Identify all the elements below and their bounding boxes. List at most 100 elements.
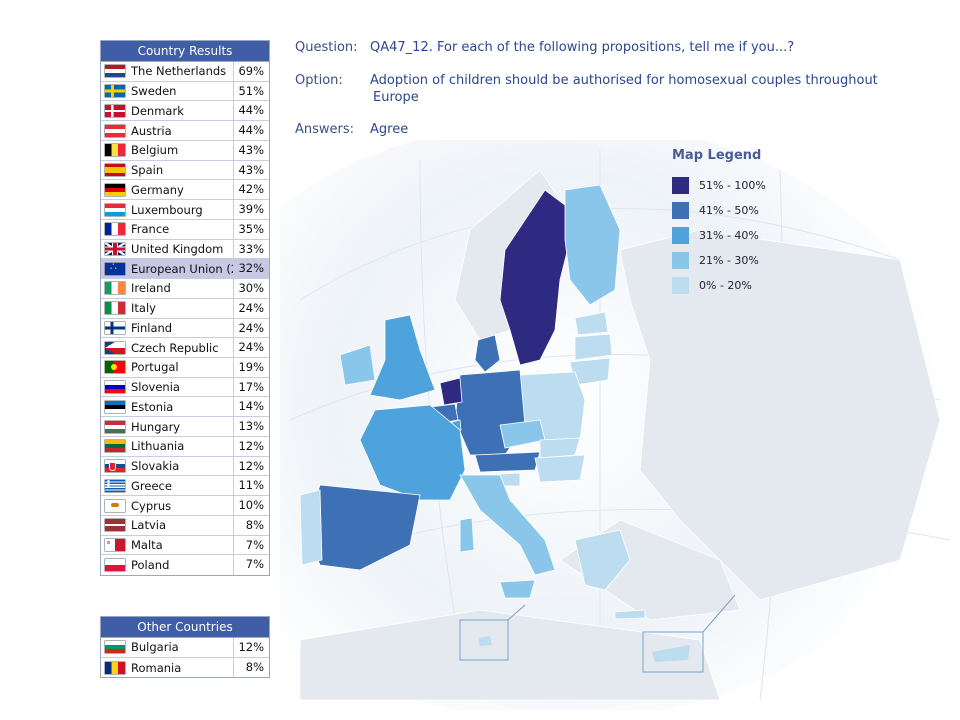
country-name: Luxembourg — [131, 202, 203, 217]
country-percentage: 14% — [233, 397, 269, 417]
country-percentage: 44% — [233, 101, 269, 121]
result-row-malta: Malta 7% — [101, 535, 269, 556]
country-name: European Union (25) — [131, 261, 233, 276]
question-text: QA47_12. For each of the following propo… — [370, 40, 795, 55]
map-portugal — [299, 489, 323, 566]
country-percentage: 13% — [233, 417, 269, 436]
country-percentage: 39% — [233, 200, 269, 219]
country-percentage: 8% — [233, 515, 269, 535]
result-row-spain: Spain 43% — [101, 160, 269, 181]
country-name: Bulgaria — [131, 640, 179, 655]
map-uk — [369, 314, 436, 401]
country-name: France — [131, 222, 170, 237]
european-union-25-flag-icon — [105, 262, 125, 275]
austria-flag-icon — [105, 124, 125, 137]
country-name: Spain — [131, 163, 164, 178]
result-row-poland: Poland 7% — [101, 555, 269, 576]
bulgaria-flag-icon — [105, 641, 125, 654]
map-sicily — [499, 579, 536, 599]
map-slovakia — [539, 437, 581, 459]
country-name: Romania — [131, 660, 182, 675]
map-hungary — [534, 454, 586, 483]
poland-flag-icon — [105, 559, 125, 572]
country-name: United Kingdom — [131, 241, 224, 256]
legend-label: 31% - 40% — [699, 229, 759, 242]
result-row-cyprus: Cyprus 10% — [101, 496, 269, 516]
legend-item: 0% - 20% — [672, 273, 766, 298]
map-netherlands — [439, 377, 463, 406]
result-row-greece: Greece 11% — [101, 476, 269, 497]
option-label: Option: — [295, 73, 343, 88]
result-row-denmark: Denmark 44% — [101, 101, 269, 122]
country-percentage: 43% — [233, 140, 269, 160]
slovakia-flag-icon — [105, 460, 125, 473]
country-percentage: 33% — [233, 239, 269, 259]
map-legend: Map Legend 51% - 100% 41% - 50% 31% - 40% 2… — [672, 148, 766, 298]
result-row-lithuania: Lithuania 12% — [101, 436, 269, 457]
country-percentage: 10% — [233, 496, 269, 515]
option-text-line1: Adoption of children should be authorise… — [370, 73, 878, 88]
map-finland — [564, 184, 621, 306]
denmark-flag-icon — [105, 104, 125, 117]
map-france — [359, 404, 466, 501]
country-percentage: 19% — [233, 358, 269, 377]
sweden-flag-icon — [105, 85, 125, 98]
country-percentage: 24% — [233, 338, 269, 358]
country-percentage: 11% — [233, 476, 269, 496]
result-row-european-union-25: European Union (25)32% — [101, 259, 269, 280]
legend-item: 31% - 40% — [672, 223, 766, 248]
inset-boxes — [459, 594, 736, 673]
country-results-table: Country Results The Netherlands 69% Sweden… — [100, 40, 270, 577]
country-percentage: 12% — [233, 456, 269, 476]
country-percentage: 24% — [233, 298, 269, 318]
country-name: Cyprus — [131, 498, 172, 513]
country-percentage: 32% — [233, 259, 269, 279]
country-percentage: 17% — [233, 377, 269, 397]
europe-map — [280, 140, 960, 710]
map-cyprus-inset — [652, 645, 690, 662]
legend-label: 51% - 100% — [699, 179, 766, 192]
country-name: Finland — [131, 320, 173, 335]
map-austria — [474, 451, 541, 473]
country-name: Austria — [131, 123, 172, 138]
czech-republic-flag-icon — [105, 341, 125, 354]
ireland-flag-icon — [105, 282, 125, 295]
result-row-slovenia: Slovenia 17% — [101, 377, 269, 398]
map-malta-inset — [478, 636, 492, 646]
legend-swatch — [672, 277, 689, 294]
result-row-slovakia: Slovakia 12% — [101, 456, 269, 477]
malta-flag-icon — [105, 538, 125, 551]
result-row-romania: Romania 8% — [101, 657, 269, 678]
country-name: Ireland — [131, 281, 171, 296]
map-italy — [459, 474, 556, 576]
country-name: Slovenia — [131, 380, 180, 395]
legend-label: 21% - 30% — [699, 254, 759, 267]
result-row-sweden: Sweden 51% — [101, 81, 269, 102]
country-name: Sweden — [131, 84, 177, 99]
result-row-finland: Finland 24% — [101, 318, 269, 339]
eu-countries — [299, 184, 646, 620]
map-denmark — [474, 334, 501, 373]
country-percentage: 12% — [233, 436, 269, 456]
map-sweden — [499, 189, 571, 366]
result-row-france: France 35% — [101, 219, 269, 240]
country-percentage: 51% — [233, 81, 269, 101]
country-name: Portugal — [131, 360, 179, 375]
legend-swatch — [672, 227, 689, 244]
germany-flag-icon — [105, 183, 125, 196]
result-row-italy: Italy 24% — [101, 298, 269, 319]
finland-flag-icon — [105, 321, 125, 334]
result-row-austria: Austria 44% — [101, 121, 269, 141]
legend-label: 41% - 50% — [699, 204, 759, 217]
italy-flag-icon — [105, 302, 125, 315]
belgium-flag-icon — [105, 144, 125, 157]
legend-item: 21% - 30% — [672, 248, 766, 273]
estonia-flag-icon — [105, 400, 125, 413]
country-percentage: 7% — [233, 535, 269, 555]
legend-label: 0% - 20% — [699, 279, 752, 292]
legend-title: Map Legend — [672, 148, 762, 163]
lithuania-flag-icon — [105, 440, 125, 453]
legend-swatch — [672, 177, 689, 194]
romania-flag-icon — [105, 661, 125, 674]
country-percentage: 42% — [233, 180, 269, 200]
